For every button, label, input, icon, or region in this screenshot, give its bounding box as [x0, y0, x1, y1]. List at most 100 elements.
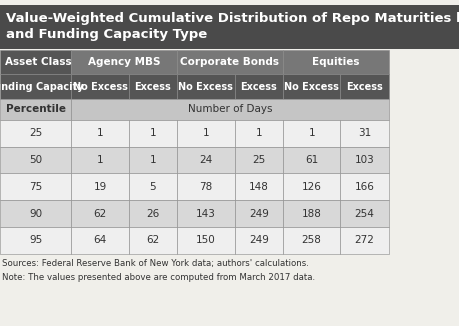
FancyBboxPatch shape — [282, 227, 340, 254]
Text: Sources: Federal Reserve Bank of New York data; authors' calculations.: Sources: Federal Reserve Bank of New Yor… — [2, 259, 308, 269]
FancyBboxPatch shape — [129, 120, 177, 147]
FancyBboxPatch shape — [0, 173, 71, 200]
Text: 25: 25 — [29, 128, 42, 138]
FancyBboxPatch shape — [177, 74, 234, 99]
Text: Percentile: Percentile — [6, 104, 66, 114]
FancyBboxPatch shape — [177, 173, 234, 200]
FancyBboxPatch shape — [71, 200, 129, 227]
Text: 50: 50 — [29, 155, 42, 165]
Text: 166: 166 — [354, 182, 374, 192]
Text: 61: 61 — [304, 155, 318, 165]
FancyBboxPatch shape — [282, 147, 340, 173]
FancyBboxPatch shape — [71, 173, 129, 200]
Text: Asset Class: Asset Class — [5, 57, 71, 67]
Text: Corporate Bonds: Corporate Bonds — [180, 57, 279, 67]
Text: 258: 258 — [301, 235, 321, 245]
Text: 1: 1 — [202, 128, 209, 138]
FancyBboxPatch shape — [0, 99, 71, 120]
Text: No Excess: No Excess — [73, 82, 127, 92]
FancyBboxPatch shape — [71, 120, 129, 147]
FancyBboxPatch shape — [282, 200, 340, 227]
Text: 31: 31 — [357, 128, 370, 138]
FancyBboxPatch shape — [71, 227, 129, 254]
Text: 103: 103 — [354, 155, 374, 165]
Text: Excess: Excess — [346, 82, 382, 92]
Text: 5: 5 — [149, 182, 156, 192]
Text: Number of Days: Number of Days — [187, 104, 272, 114]
Text: 26: 26 — [146, 209, 159, 218]
FancyBboxPatch shape — [129, 147, 177, 173]
FancyBboxPatch shape — [129, 200, 177, 227]
Text: 64: 64 — [93, 235, 106, 245]
FancyBboxPatch shape — [71, 99, 388, 120]
Text: Note: The values presented above are computed from March 2017 data.: Note: The values presented above are com… — [2, 273, 315, 282]
FancyBboxPatch shape — [340, 173, 388, 200]
FancyBboxPatch shape — [282, 173, 340, 200]
FancyBboxPatch shape — [0, 5, 459, 49]
Text: 249: 249 — [248, 235, 268, 245]
FancyBboxPatch shape — [234, 74, 282, 99]
Text: 1: 1 — [96, 128, 103, 138]
FancyBboxPatch shape — [340, 227, 388, 254]
Text: 1: 1 — [255, 128, 262, 138]
FancyBboxPatch shape — [129, 173, 177, 200]
Text: Agency MBS: Agency MBS — [88, 57, 160, 67]
Text: 126: 126 — [301, 182, 321, 192]
FancyBboxPatch shape — [177, 227, 234, 254]
Text: No Excess: No Excess — [284, 82, 338, 92]
FancyBboxPatch shape — [71, 147, 129, 173]
Text: 143: 143 — [196, 209, 215, 218]
FancyBboxPatch shape — [0, 120, 71, 147]
Text: 1: 1 — [96, 155, 103, 165]
Text: No Excess: No Excess — [178, 82, 233, 92]
Text: 254: 254 — [354, 209, 374, 218]
FancyBboxPatch shape — [71, 74, 129, 99]
Text: Equities: Equities — [311, 57, 359, 67]
FancyBboxPatch shape — [234, 173, 282, 200]
Text: 19: 19 — [93, 182, 106, 192]
Text: 90: 90 — [29, 209, 42, 218]
FancyBboxPatch shape — [0, 50, 71, 74]
Text: 188: 188 — [301, 209, 321, 218]
FancyBboxPatch shape — [340, 74, 388, 99]
Text: 25: 25 — [252, 155, 265, 165]
Text: Excess: Excess — [240, 82, 276, 92]
Text: 75: 75 — [29, 182, 42, 192]
FancyBboxPatch shape — [0, 147, 71, 173]
Text: 272: 272 — [354, 235, 374, 245]
Text: 249: 249 — [248, 209, 268, 218]
FancyBboxPatch shape — [0, 227, 71, 254]
FancyBboxPatch shape — [234, 227, 282, 254]
FancyBboxPatch shape — [234, 120, 282, 147]
FancyBboxPatch shape — [282, 74, 340, 99]
Text: Funding Capacity: Funding Capacity — [0, 82, 83, 92]
FancyBboxPatch shape — [340, 200, 388, 227]
FancyBboxPatch shape — [234, 200, 282, 227]
Text: 78: 78 — [199, 182, 212, 192]
Text: 1: 1 — [149, 128, 156, 138]
FancyBboxPatch shape — [0, 74, 71, 99]
FancyBboxPatch shape — [129, 74, 177, 99]
FancyBboxPatch shape — [0, 200, 71, 227]
FancyBboxPatch shape — [129, 227, 177, 254]
FancyBboxPatch shape — [177, 50, 282, 74]
Text: 1: 1 — [308, 128, 314, 138]
FancyBboxPatch shape — [234, 147, 282, 173]
FancyBboxPatch shape — [177, 200, 234, 227]
FancyBboxPatch shape — [71, 50, 177, 74]
FancyBboxPatch shape — [282, 120, 340, 147]
Text: 95: 95 — [29, 235, 42, 245]
Text: 150: 150 — [196, 235, 215, 245]
Text: 1: 1 — [149, 155, 156, 165]
Text: 62: 62 — [146, 235, 159, 245]
FancyBboxPatch shape — [177, 120, 234, 147]
Text: Value-Weighted Cumulative Distribution of Repo Maturities by Asset Class
and Fun: Value-Weighted Cumulative Distribution o… — [6, 12, 459, 41]
Text: 62: 62 — [93, 209, 106, 218]
FancyBboxPatch shape — [177, 147, 234, 173]
Text: 148: 148 — [248, 182, 268, 192]
FancyBboxPatch shape — [340, 147, 388, 173]
Text: 24: 24 — [199, 155, 212, 165]
FancyBboxPatch shape — [282, 50, 388, 74]
Text: Excess: Excess — [134, 82, 171, 92]
FancyBboxPatch shape — [340, 120, 388, 147]
